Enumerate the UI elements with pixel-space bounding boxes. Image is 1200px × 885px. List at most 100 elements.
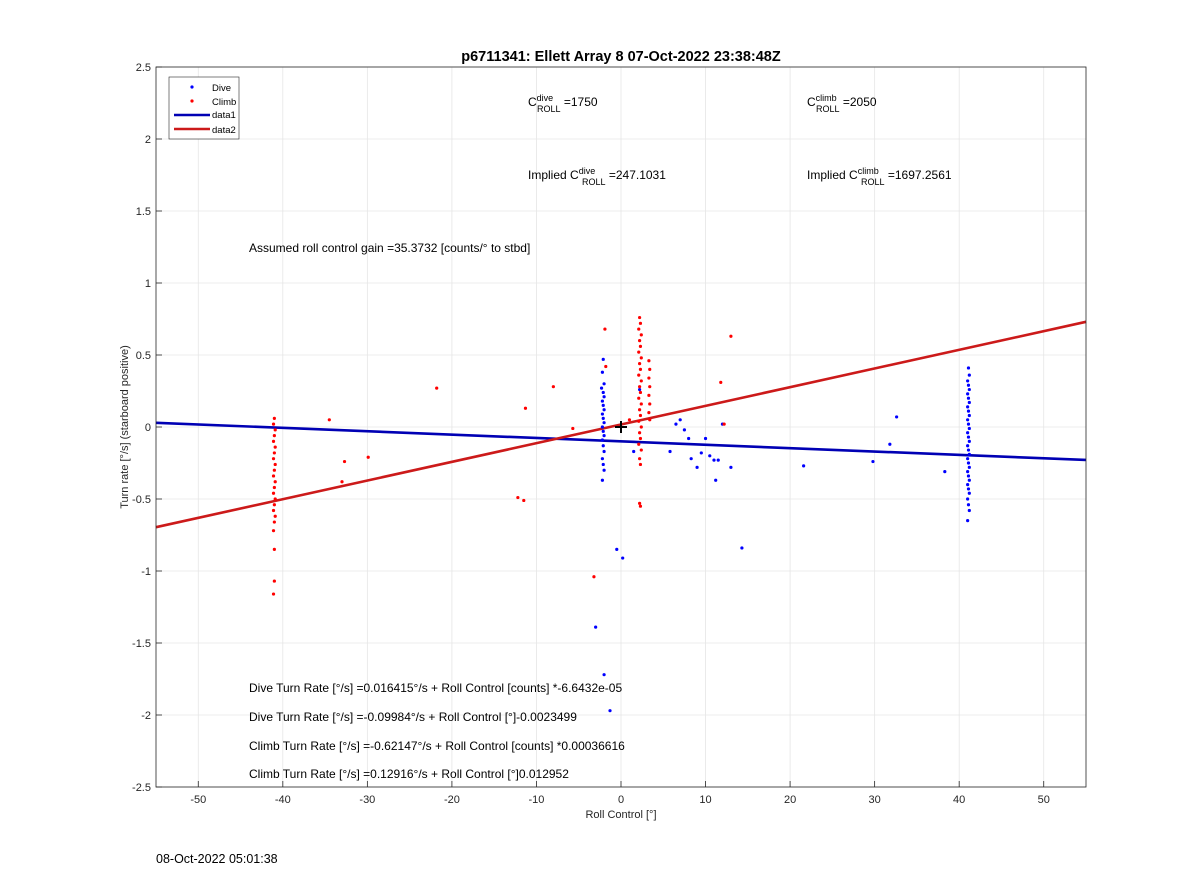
point-dive [602,673,606,677]
point-climb [638,413,643,418]
x-tick-label: -50 [190,794,206,806]
point-climb [272,547,276,552]
point-dive [600,478,605,482]
x-tick-label: -10 [529,794,545,806]
legend-label-data1: data1 [212,110,236,121]
point-climb [273,514,277,518]
point-dive [608,709,612,713]
point-climb [592,575,596,579]
point-dive [716,458,720,462]
point-dive [966,474,971,478]
point-climb [272,503,276,507]
x-tick-label: 30 [869,794,881,806]
point-climb [273,428,277,432]
point-climb [647,359,651,363]
point-dive [668,449,672,454]
point-climb [638,344,643,348]
point-dive [601,390,605,395]
point-dive [966,418,970,422]
point-dive [708,454,712,458]
point-climb [571,426,575,431]
y-tick-label: -2.5 [132,782,151,794]
point-dive [600,425,605,429]
point-climb [637,442,641,446]
x-tick-label: 20 [784,794,796,806]
legend-label-climb: Climb [212,97,236,108]
point-dive [615,547,619,552]
point-dive [966,431,970,435]
point-dive [967,413,971,418]
point-climb [648,385,652,389]
point-climb [271,474,276,478]
point-climb [273,497,277,501]
implied-climb-prefix: Implied [807,168,849,182]
annotation-fit-1: Dive Turn Rate [°/s] =0.016415°/s + Roll… [249,681,622,695]
point-climb [272,485,276,490]
point-dive [674,422,678,426]
point-dive [689,457,693,461]
timestamp-footer: 08-Oct-2022 05:01:38 [156,852,278,866]
y-tick-label: -1.5 [132,638,151,650]
point-climb [340,480,344,484]
point-dive [966,487,971,491]
point-climb [639,356,643,360]
annotation-fit-3: Climb Turn Rate [°/s] =-0.62147°/s + Rol… [249,739,625,753]
point-climb [639,333,643,337]
point-dive [601,462,605,467]
c-climb-value: =2050 [840,95,877,109]
x-tick-label: 50 [1038,794,1050,806]
point-dive [967,465,971,469]
point-climb [271,457,276,461]
annotations: Cdive ROLL =1750 Cclimb ROLL =2050 Implied… [249,93,952,781]
point-dive [966,435,971,439]
y-axis-ticks: 2.5 2 1.5 1 0.5 0 -0.5 -1 -1.5 -2 -2.5 [132,62,162,794]
point-dive [966,483,970,487]
point-dive [966,470,970,474]
point-dive [682,428,687,432]
point-dive [621,556,625,560]
legend: Dive Climb data1 data2 [168,76,240,140]
y-tick-label: 1.5 [136,206,151,218]
point-climb [638,457,642,461]
point-climb [271,508,276,513]
point-climb [647,411,651,415]
point-climb [638,362,642,366]
x-tick-label: 10 [699,794,711,806]
point-climb [729,334,733,338]
point-climb [516,495,520,500]
point-climb [648,418,652,422]
point-climb [271,491,276,495]
implied-dive-prefix: Implied [528,168,570,182]
point-climb [637,350,641,354]
point-dive [966,366,971,370]
y-tick-label: 0.5 [136,350,151,362]
point-dive [966,379,970,383]
point-climb [271,422,276,426]
point-dive [601,416,605,420]
point-dive [966,383,971,387]
point-climb [273,462,277,467]
point-climb [638,367,643,371]
point-dive [966,396,971,400]
point-climb [551,385,555,389]
point-dive [729,465,733,469]
annotation-implied-dive: Implied Cdive ROLL =247.1031 [528,166,666,187]
point-dive [966,497,970,501]
point-dive [740,546,744,550]
point-dive [967,373,971,377]
legend-label-dive: Dive [212,83,231,94]
point-dive [966,405,970,409]
implied-climb-sup: climb [858,166,879,176]
annotation-gain: Assumed roll control gain =35.3732 [coun… [249,241,530,255]
point-climb [272,451,276,455]
y-axis-label: Turn rate [°/s] (starboard positive) [119,345,131,509]
point-climb [603,327,607,331]
point-dive [712,458,716,462]
point-climb [627,418,632,422]
c-climb-sub: ROLL [816,104,840,114]
point-dive [966,422,971,426]
point-dive [602,434,606,438]
point-dive [600,370,605,374]
annotation-c-climb: Cclimb ROLL =2050 [807,93,877,114]
point-dive [600,412,605,416]
